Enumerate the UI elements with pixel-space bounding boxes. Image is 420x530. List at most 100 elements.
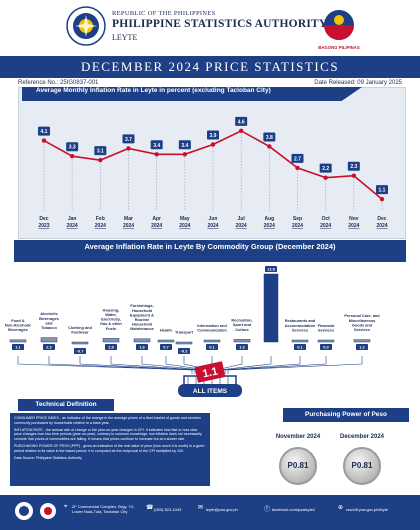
commodity-bar: [317, 339, 335, 343]
data-label-box: [150, 140, 163, 150]
bp-text: BAGONG PILIPINAS: [318, 45, 360, 50]
x-tick-month: Jul: [238, 216, 246, 222]
commodity-value-box: [265, 266, 277, 272]
release-date: Date Released: 09 January 2025: [314, 80, 402, 86]
commodity-value-box: [356, 344, 368, 350]
x-tick-year: 2023: [38, 223, 49, 229]
commodity-value: 1.2: [359, 345, 365, 350]
commodity-value: 1.6: [139, 345, 145, 350]
data-label-box: [347, 161, 360, 171]
commodity-bar: [102, 338, 120, 343]
commodity-label: Routine: [135, 317, 150, 322]
data-point: [238, 128, 244, 134]
commodity-label: Health: [160, 327, 173, 332]
data-label-box: [178, 140, 191, 150]
data-label-box: [235, 116, 248, 126]
commodity-label: Beverages: [8, 327, 28, 332]
data-label-box: [122, 134, 135, 144]
data-point: [98, 157, 103, 163]
data-label-box: [38, 126, 50, 136]
commodity-value-box: [320, 344, 332, 350]
commodity-label: and: [46, 320, 54, 325]
data-label-box: [263, 132, 276, 142]
commodity-label: Equipment &: [130, 312, 154, 317]
cpi-definition: CONSUMER PRICE INDEX - an indicator of t…: [14, 416, 201, 425]
data-label: 2.3: [350, 164, 357, 170]
commodity-value-box: [160, 344, 172, 350]
all-items-pill: [178, 384, 242, 397]
x-tick-month: Dec: [39, 216, 48, 222]
data-label-box: [207, 130, 219, 140]
commodity-label: Miscellaneous: [349, 318, 376, 323]
commodity-value-box: [236, 344, 248, 350]
connector-line: [227, 356, 363, 374]
x-tick-year: 2024: [207, 223, 218, 229]
x-tick-year: 2024: [236, 223, 247, 229]
x-tick-month: Feb: [96, 216, 105, 222]
all-items-tag: [194, 361, 226, 383]
all-items-value: 1.1: [201, 366, 218, 381]
x-tick-year: 2024: [179, 223, 190, 229]
x-tick-month: Aug: [264, 216, 274, 222]
commodity-value-box: [12, 344, 24, 350]
data-point: [379, 196, 385, 202]
commodity-bar: [233, 339, 251, 343]
commodity-value: -0.7: [77, 349, 85, 354]
commodity-label: Furnishings,: [130, 303, 153, 308]
commodity-value-box: [136, 344, 148, 350]
commodity-label: Alcoholic: [40, 311, 58, 316]
data-label-box: [94, 146, 107, 156]
commodity-bar: [291, 339, 309, 343]
monthly-inflation-title: Average Monthly Inflation Rate in Leyte …: [22, 87, 362, 101]
data-label: 3.4: [153, 143, 160, 149]
commodity-label: Accommodation: [285, 323, 316, 328]
commodity-label: Sport and: [233, 322, 252, 327]
commodity-label: Beverages: [39, 316, 59, 321]
commodity-value-box: [43, 344, 55, 350]
x-tick-month: Nov: [349, 216, 359, 222]
x-tick-year: 2024: [292, 223, 303, 229]
all-items-label: ALL ITEMS: [193, 388, 228, 395]
commodity-label: Clothing and: [68, 325, 92, 330]
tech-def-title: Technical Definition: [18, 399, 114, 411]
connector-line: [224, 356, 327, 374]
bp-footer-logo: [40, 503, 56, 519]
psa-footer-logo: [15, 502, 33, 520]
commodity-value: 0.0: [323, 345, 329, 350]
data-label: 3.7: [125, 137, 132, 143]
commodity-label: Information and: [197, 323, 227, 328]
x-tick-month: Oct: [321, 216, 330, 222]
data-label: 2.7: [294, 156, 301, 162]
commodity-label: Maintenance: [130, 326, 154, 331]
footer-email[interactable]: leyte@psa.gov.ph: [206, 507, 238, 512]
commodity-value: -0.2: [181, 349, 189, 354]
data-point: [182, 152, 188, 157]
data-label: 3.8: [266, 135, 273, 141]
commodity-label: Fuels: [106, 326, 116, 331]
commodity-label: Personal Care, and: [344, 313, 380, 318]
connector-line: [218, 356, 272, 374]
data-label-box: [376, 185, 388, 195]
tech-def-box: CONSUMER PRICE INDEX - an indicator of t…: [10, 413, 210, 486]
x-tick-month: Mar: [124, 216, 133, 222]
commodity-label: Communication: [197, 327, 227, 332]
x-tick-year: 2024: [376, 223, 387, 229]
facebook-icon: ⓕ: [264, 507, 271, 513]
x-tick-month: Jan: [68, 216, 77, 222]
commodity-bar: [175, 341, 193, 345]
commodity-label: Restaurants and: [285, 318, 316, 323]
commodity-value: 0.1: [297, 345, 303, 350]
data-label-box: [66, 142, 79, 152]
footer-website[interactable]: rsso08.psa.gov.ph/leyte: [346, 507, 388, 512]
data-label: 4.6: [238, 119, 245, 125]
footer-facebook[interactable]: facebook.com/psaleyte2: [272, 507, 316, 512]
commodity-value: 1.8: [108, 345, 114, 350]
commodity-bar: [353, 339, 371, 343]
data-point: [69, 154, 75, 159]
x-tick-year: 2024: [264, 223, 275, 229]
data-point: [267, 144, 272, 149]
commodity-label: Food &: [11, 318, 25, 323]
data-label: 4.1: [41, 129, 48, 135]
commodity-value-box: [206, 344, 218, 350]
commodity-label: Services: [318, 327, 334, 332]
